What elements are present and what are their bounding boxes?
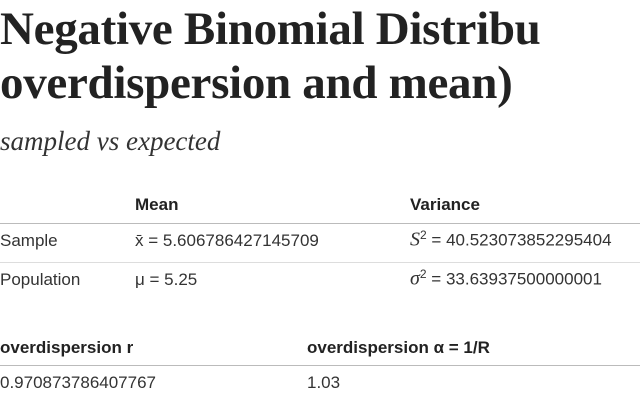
cell-value: 0.970873786407767 <box>0 373 156 392</box>
column-header: Mean <box>135 195 179 214</box>
header-rule <box>0 223 640 224</box>
column-header: overdispersion α = 1/R <box>307 338 490 357</box>
variance-value: S2 = 40.523073852295404 <box>410 228 612 252</box>
title-line: Negative Binomial Distribu <box>0 3 541 55</box>
variance-number: = 40.523073852295404 <box>431 230 612 250</box>
variance-symbol: S <box>410 228 420 251</box>
row-label: Sample <box>0 231 58 250</box>
column-header: overdispersion r <box>0 338 134 357</box>
variance-exponent: 2 <box>419 267 427 281</box>
subtitle: sampled vs expected <box>0 126 221 156</box>
variance-number: = 33.63937500000001 <box>431 269 602 289</box>
title-line: overdispersion and mean) <box>0 57 513 109</box>
header-rule <box>0 365 640 366</box>
row-rule <box>0 262 640 263</box>
variance-exponent: 2 <box>420 228 427 242</box>
cell-value: 1.03 <box>307 373 341 392</box>
column-header: Variance <box>410 195 480 214</box>
row-label: Population <box>0 270 81 289</box>
variance-value: σ2 = 33.63937500000001 <box>410 267 602 291</box>
variance-symbol: σ <box>410 267 420 290</box>
mean-value: μ = 5.25 <box>135 270 198 289</box>
mean-value: x̄ = 5.606786427145709 <box>135 231 319 250</box>
